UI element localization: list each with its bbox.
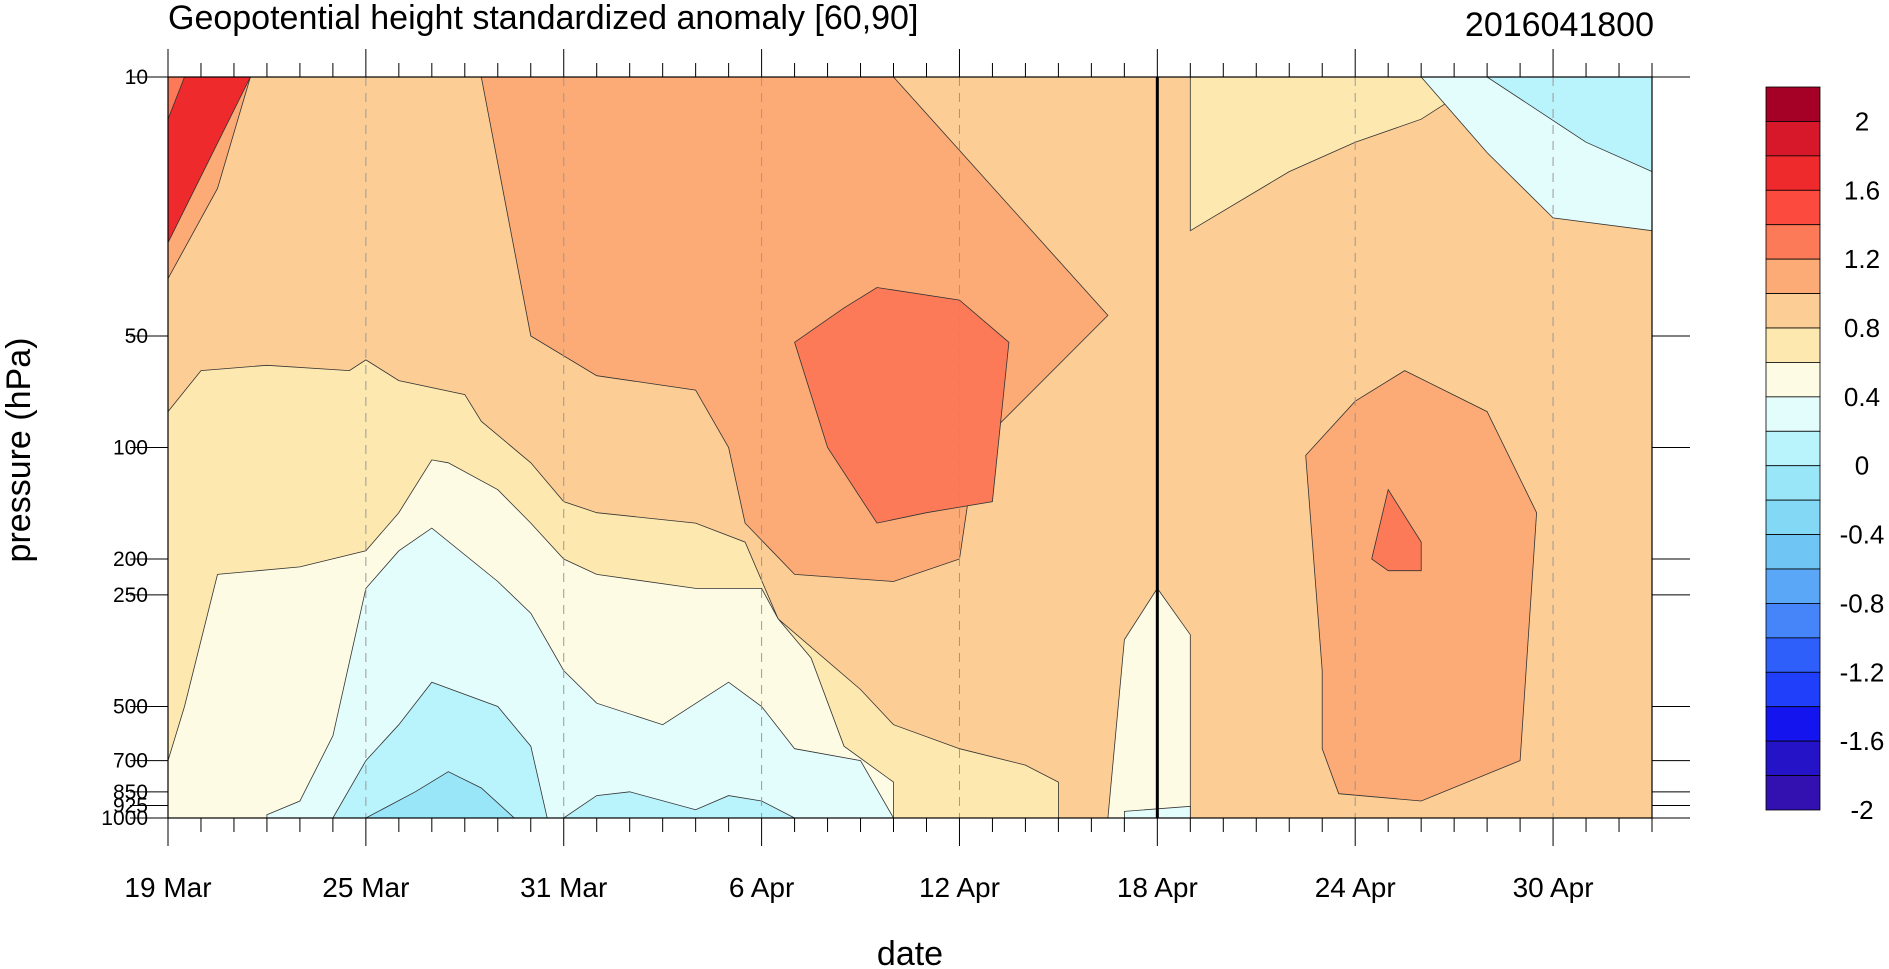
- colorbar-swatch: [1765, 637, 1821, 673]
- colorbar-swatch: [1765, 430, 1821, 467]
- contour-region-18: [1486, 77, 1652, 173]
- colorbar-label: 2: [1855, 106, 1869, 136]
- x-tick-label: 24 Apr: [1315, 872, 1396, 903]
- contour-region-14: [332, 681, 548, 818]
- contour-region-10: [1107, 587, 1191, 818]
- colorbar-swatch: [1765, 121, 1821, 157]
- x-tick-label: 18 Apr: [1117, 872, 1198, 903]
- colorbar-swatch: [1765, 740, 1821, 776]
- colorbar-label: 0.8: [1844, 313, 1880, 343]
- contour-region-7: [168, 77, 251, 243]
- x-tick-label: 30 Apr: [1513, 872, 1594, 903]
- y-tick-label: 700: [113, 750, 148, 773]
- colorbar-label: 0: [1855, 451, 1869, 481]
- contour-region-2: [794, 287, 1010, 524]
- colorbar-swatch: [1765, 499, 1821, 535]
- colorbar-label: 0.4: [1844, 382, 1880, 412]
- colorbar-swatch: [1765, 706, 1821, 742]
- colorbar-label: 1.2: [1844, 244, 1880, 274]
- y-tick-label: 50: [125, 325, 148, 348]
- colorbar: 2 1.6 1.2 0.8 0.4 0 -0.4 -0.8 -1.2 -1.6 -2: [1765, 86, 1885, 825]
- colorbar-label: -1.2: [1840, 657, 1885, 687]
- y-tick-label: 850: [113, 781, 148, 804]
- colorbar-swatch: [1765, 775, 1821, 811]
- y-tick-label: 925: [113, 794, 148, 817]
- colorbar-swatch: [1765, 189, 1821, 226]
- colorbar-swatch: [1765, 293, 1821, 329]
- y-tick-label: 500: [113, 695, 148, 718]
- colorbar-swatch: [1765, 568, 1821, 604]
- colorbar-swatch: [1765, 534, 1821, 570]
- colorbar-label: -0.8: [1840, 588, 1885, 618]
- colorbar-label: -0.4: [1840, 520, 1885, 550]
- y-tick-label: 1000: [101, 807, 148, 830]
- colorbar-swatch: [1765, 671, 1821, 708]
- y-tick-label: 10: [125, 66, 148, 89]
- x-tick-label: 25 Mar: [322, 872, 409, 903]
- colorbar-label: -2: [1850, 795, 1873, 825]
- colorbar-swatch: [1765, 86, 1821, 122]
- colorbar-swatch: [1765, 465, 1821, 501]
- y-tick-label: 250: [113, 584, 148, 607]
- contour-region-11: [1189, 77, 1488, 232]
- y-tick-label: 100: [113, 437, 148, 460]
- colorbar-label: -1.6: [1840, 726, 1885, 756]
- contour-region-3: [1305, 370, 1538, 802]
- contour-region-15: [562, 791, 795, 818]
- contour-region-16: [365, 771, 515, 818]
- colorbar-swatch: [1765, 224, 1821, 260]
- y-tick-label: 200: [113, 548, 148, 571]
- contour-region-4: [1371, 488, 1422, 572]
- colorbar-label: 1.6: [1844, 175, 1880, 205]
- x-axis: 19 Mar 25 Mar 31 Mar 6 Apr 12 Apr 18 Apr 24 Ap…: [124, 49, 1653, 903]
- colorbar-swatch: [1765, 327, 1821, 363]
- colorbar-swatch: [1765, 362, 1821, 398]
- y-axis-title: pressure (hPa): [0, 338, 38, 563]
- colorbar-swatch: [1765, 155, 1821, 191]
- contour-fills: [168, 77, 1652, 818]
- colorbar-swatch: [1765, 258, 1821, 294]
- colorbar-swatch: [1765, 396, 1821, 432]
- x-axis-title: date: [877, 935, 943, 969]
- date-stamp: 2016041800: [1465, 6, 1654, 44]
- x-tick-label: 6 Apr: [729, 872, 794, 903]
- colorbar-swatch: [1765, 603, 1821, 639]
- chart-title: Geopotential height standardized anomaly…: [168, 0, 918, 37]
- x-tick-label: 12 Apr: [919, 872, 1000, 903]
- x-tick-label: 31 Mar: [520, 872, 607, 903]
- x-tick-label: 19 Mar: [124, 872, 211, 903]
